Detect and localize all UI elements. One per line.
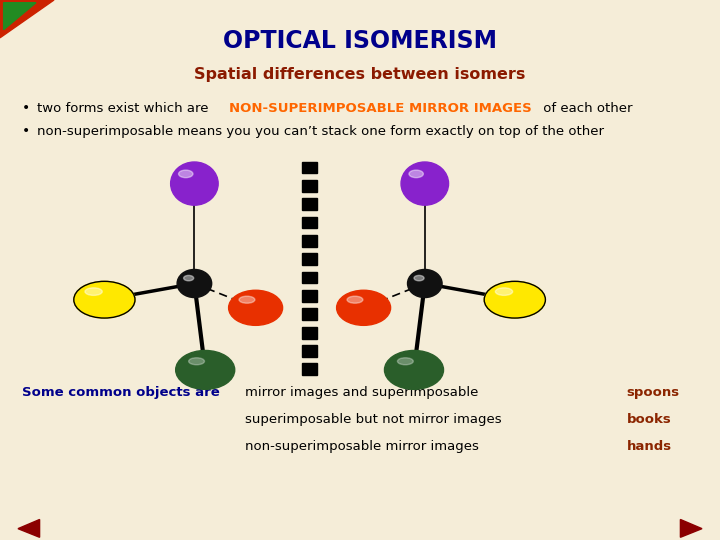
Text: superimposable but not mirror images: superimposable but not mirror images	[245, 413, 501, 426]
Text: •: •	[22, 101, 30, 115]
Text: books: books	[626, 413, 671, 426]
Ellipse shape	[177, 269, 212, 298]
Text: non-superimposable means you you can’t stack one form exactly on top of the othe: non-superimposable means you you can’t s…	[37, 125, 605, 138]
Ellipse shape	[85, 288, 102, 295]
Text: spoons: spoons	[626, 386, 680, 399]
Bar	[302, 198, 317, 210]
Text: Spatial differences between isomers: Spatial differences between isomers	[194, 67, 526, 82]
Ellipse shape	[239, 296, 255, 303]
Ellipse shape	[229, 291, 283, 325]
Ellipse shape	[184, 275, 194, 281]
Polygon shape	[18, 519, 40, 537]
Text: two forms exist which are: two forms exist which are	[37, 102, 213, 114]
Ellipse shape	[414, 275, 424, 281]
Bar	[302, 217, 317, 228]
Bar	[302, 308, 317, 320]
Text: •: •	[22, 124, 30, 138]
Bar	[302, 363, 317, 375]
Ellipse shape	[73, 281, 135, 318]
Bar	[302, 253, 317, 265]
Text: hands: hands	[626, 440, 672, 453]
Text: mirror images and superimposable: mirror images and superimposable	[245, 386, 478, 399]
Ellipse shape	[397, 357, 413, 365]
Ellipse shape	[384, 350, 444, 389]
Text: Some common objects are: Some common objects are	[22, 386, 220, 399]
Bar	[302, 272, 317, 284]
Polygon shape	[0, 0, 54, 38]
Ellipse shape	[408, 269, 442, 298]
Bar	[302, 162, 317, 173]
Text: NON-SUPERIMPOSABLE MIRROR IMAGES: NON-SUPERIMPOSABLE MIRROR IMAGES	[229, 102, 531, 114]
Polygon shape	[680, 519, 702, 537]
Ellipse shape	[347, 296, 363, 303]
Ellipse shape	[176, 350, 235, 389]
Bar	[302, 345, 317, 357]
Bar	[302, 290, 317, 302]
Bar	[302, 180, 317, 192]
Ellipse shape	[401, 162, 449, 205]
Text: non-superimposable mirror images: non-superimposable mirror images	[245, 440, 479, 453]
Bar	[302, 327, 317, 339]
Ellipse shape	[171, 162, 218, 205]
Ellipse shape	[189, 357, 204, 365]
Ellipse shape	[484, 281, 546, 318]
Ellipse shape	[179, 170, 193, 178]
Polygon shape	[4, 3, 36, 30]
Ellipse shape	[495, 288, 513, 295]
Bar	[302, 235, 317, 247]
Ellipse shape	[409, 170, 423, 178]
Ellipse shape	[337, 291, 391, 325]
Text: OPTICAL ISOMERISM: OPTICAL ISOMERISM	[223, 29, 497, 52]
Text: of each other: of each other	[539, 102, 632, 114]
